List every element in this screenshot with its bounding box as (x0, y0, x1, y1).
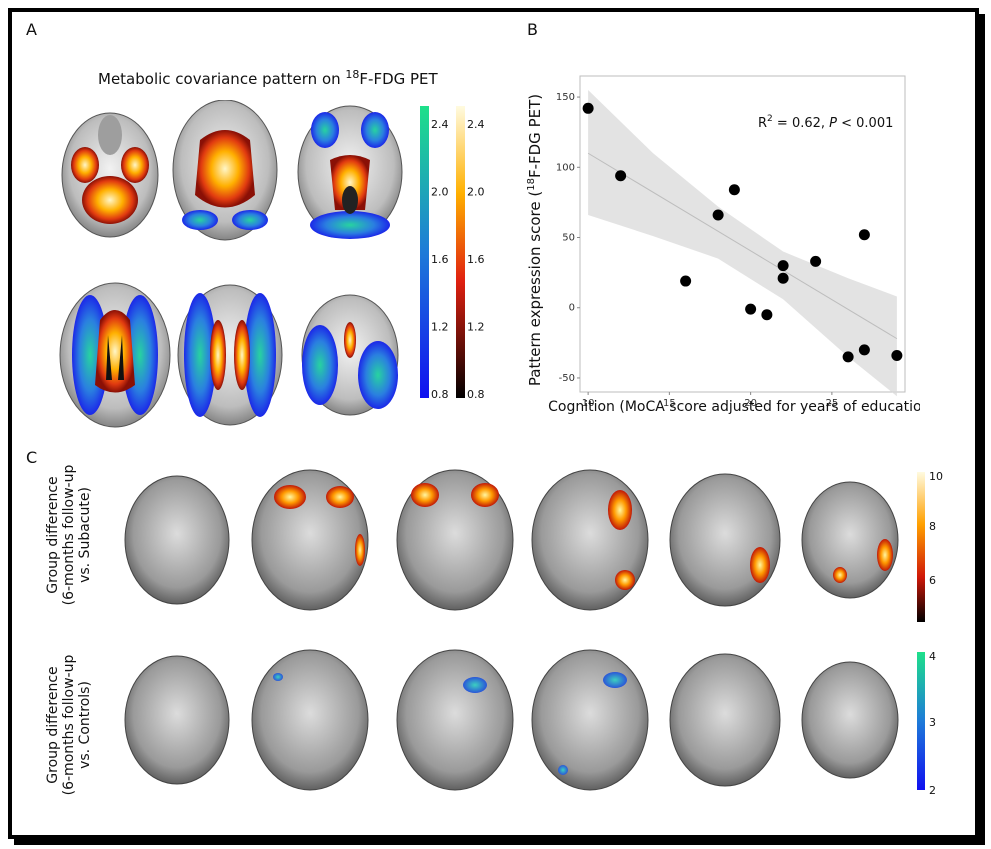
y-tick-label: 100 (556, 162, 575, 173)
row1-slices (124, 469, 899, 611)
slice-a1 (61, 112, 159, 238)
warm-scale-tick: 2.4 (467, 118, 485, 131)
y-axis-label: Pattern expression score (18F-FDG PET) (526, 94, 544, 386)
data-point (891, 349, 903, 361)
slice-a6 (301, 294, 399, 416)
c-warm-scale-tick: 8 (929, 520, 936, 533)
data-point (745, 303, 757, 315)
data-point (777, 260, 789, 272)
slice-a5 (177, 284, 283, 426)
warm-scale-tick: 1.2 (467, 321, 485, 334)
panel-c-label: C (26, 448, 38, 467)
data-point (777, 272, 789, 284)
c-cool-scale-tick: 3 (929, 716, 936, 729)
data-point (858, 229, 870, 241)
confidence-band (588, 90, 897, 397)
panel-c-colorbars: 10 8 6 4 3 2 (917, 470, 943, 797)
r2-annotation: R2 = 0.62, P < 0.001 (758, 114, 893, 131)
warm-scale-tick: 0.8 (467, 388, 485, 401)
data-point (858, 344, 870, 356)
data-point (728, 184, 740, 196)
x-tick-label: 20 (744, 398, 757, 409)
panel-a-colorbars: 2.4 2.0 1.6 1.2 0.8 2.4 2.0 1.6 1.2 0.8 (420, 106, 485, 401)
x-axis-label: Cognition (MoCA score adjusted for years… (548, 399, 920, 415)
y-tick-label: 50 (562, 233, 575, 244)
warm-scale-tick: 1.6 (467, 253, 485, 266)
panel-c-brain-slices (124, 469, 899, 791)
data-point (810, 255, 822, 267)
slice-a4 (59, 282, 171, 428)
c-warm-scale-tick: 10 (929, 470, 943, 483)
panel-a-label: A (26, 20, 37, 39)
x-tick-label: 15 (663, 398, 676, 409)
c-cool-colorbar (917, 652, 925, 790)
data-point (842, 351, 854, 363)
cool-scale-tick: 2.4 (431, 118, 449, 131)
cool-colorbar (420, 106, 429, 398)
c-warm-scale-tick: 6 (929, 574, 936, 587)
panel-b-label: B (527, 20, 538, 39)
c-cool-scale-tick: 2 (929, 784, 936, 797)
data-point (615, 170, 627, 182)
row2-label: Group difference (6-months follow-up vs. C… (45, 654, 93, 796)
x-tick-label: 10 (582, 398, 595, 409)
cool-scale-tick: 1.6 (431, 253, 449, 266)
row1-label: Group difference (6-months follow-up vs. S… (45, 464, 93, 606)
panel-a-title: Metabolic covariance pattern on 18F-FDG … (98, 68, 438, 88)
y-tick-label: 0 (569, 303, 575, 314)
slice-a3 (297, 105, 403, 239)
y-tick-label: 150 (556, 92, 575, 103)
data-point (712, 209, 724, 221)
panel-b-chart: 10 15 20 25 150 100 50 0 -50 R2 = 0.62, P < 0.0… (526, 75, 920, 415)
slice-a2 (172, 100, 278, 241)
warm-colorbar (456, 106, 465, 398)
cool-scale-tick: 2.0 (431, 186, 449, 199)
data-point (582, 102, 594, 114)
x-tick-label: 25 (826, 398, 839, 409)
cool-scale-tick: 1.2 (431, 321, 449, 334)
row2-slices (124, 649, 899, 791)
y-tick-label: -50 (559, 373, 575, 384)
data-point (680, 275, 692, 287)
regression-line (587, 152, 898, 340)
cool-scale-tick: 0.8 (431, 388, 449, 401)
data-point (761, 309, 773, 321)
c-cool-scale-tick: 4 (929, 650, 936, 663)
c-warm-colorbar (917, 472, 925, 622)
panel-a-brain-slices (59, 100, 403, 428)
warm-scale-tick: 2.0 (467, 186, 485, 199)
